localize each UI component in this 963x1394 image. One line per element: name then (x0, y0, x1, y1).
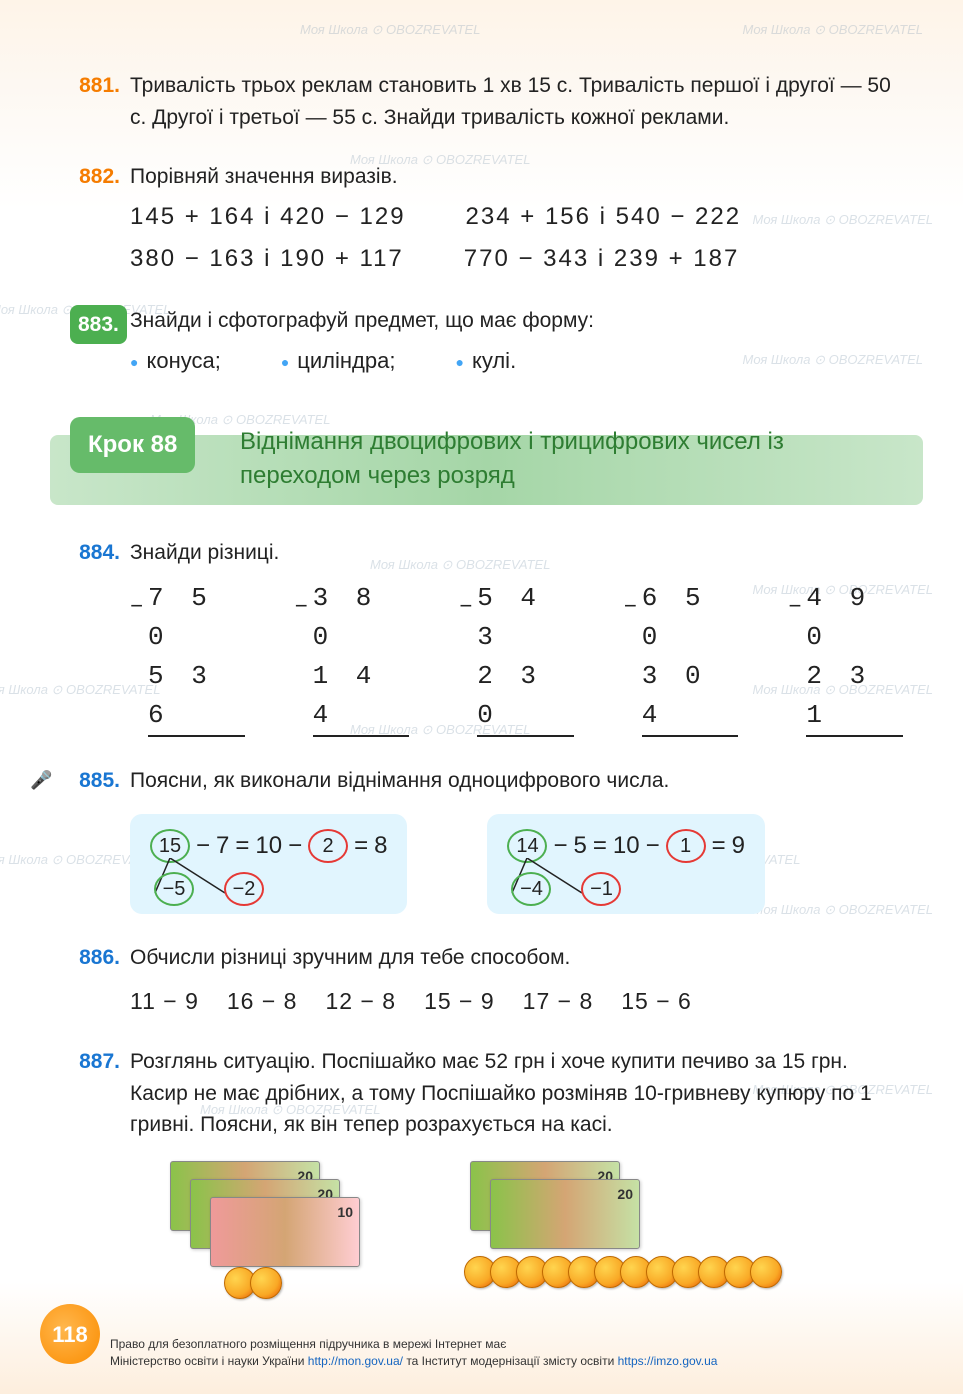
expression: 16 − 8 (227, 984, 298, 1019)
subtrahend: 3 0 4 (642, 657, 739, 737)
exercise-886: 886. Обчисли різниці зручним для тебе сп… (60, 942, 903, 1018)
footer-link-imzo[interactable]: https://imzo.gov.ua (618, 1354, 718, 1368)
footer: Право для безоплатного розміщення підруч… (110, 1336, 923, 1370)
column-subtraction: − 6 5 0 3 0 4 (624, 579, 739, 737)
column-subtraction: − 3 8 0 1 4 4 (295, 579, 410, 737)
exercise-text: Поясни, як виконали віднімання одноцифро… (130, 765, 903, 797)
expression: 17 − 8 (523, 984, 594, 1019)
section-title: Віднімання двоцифрових і трицифрових чис… (240, 425, 883, 492)
column-subtraction: − 7 5 0 5 3 6 (130, 579, 245, 737)
operator: − (288, 828, 302, 864)
subtrahend: 2 3 0 (477, 657, 574, 737)
expression: 234 + 156 і 540 − 222 (466, 199, 742, 235)
watermark: Моя Школа ⊙ OBOZREVATEL (300, 20, 480, 40)
minuend: 4 9 0 (806, 579, 903, 657)
expression: 15 − 9 (424, 984, 495, 1019)
exercise-881: 881. Тривалість трьох реклам становить 1… (60, 70, 903, 133)
exercise-884: 884. Знайди різниці. − 7 5 0 5 3 6 − 3 8… (60, 537, 903, 737)
bill-10: 10 (210, 1197, 360, 1267)
part-circle: −4 (511, 872, 551, 906)
minus-icon: − (788, 591, 807, 624)
subtrahend: 1 4 4 (313, 657, 410, 737)
footer-line2a: Міністерство освіти і науки України (110, 1354, 308, 1368)
bullet-item: циліндра; (281, 344, 396, 377)
bill-20: 20 (490, 1179, 640, 1249)
minus-icon: − (295, 591, 314, 624)
decomposition-diagram: 14 − 5 = 10 − 1 = 9 −4 −1 (487, 814, 764, 914)
operand-circle: 1 (666, 829, 706, 863)
footer-line1: Право для безоплатного розміщення підруч… (110, 1337, 506, 1351)
page-number: 118 (40, 1304, 100, 1364)
exercise-number: 881. (60, 70, 120, 102)
expression: 145 + 164 і 420 − 129 (130, 199, 406, 235)
footer-link-mon[interactable]: http://mon.gov.ua/ (308, 1354, 403, 1368)
exercise-text: Обчисли різниці зручним для тебе способо… (130, 942, 903, 974)
part-circle: −5 (154, 872, 194, 906)
exercise-text: Знайди і сфотографуй предмет, що має фор… (130, 305, 903, 337)
money-before: 20 20 10 (170, 1161, 410, 1291)
krok-badge: Крок 88 (70, 417, 195, 473)
coin-icon (750, 1256, 782, 1288)
exercise-number: 886. (60, 942, 120, 974)
bullet-item: кулі. (455, 344, 516, 377)
column-subtraction: − 5 4 3 2 3 0 (459, 579, 574, 737)
subtrahend: 5 3 6 (148, 657, 245, 737)
operator: = (712, 828, 726, 864)
minus-icon: − (130, 591, 149, 624)
section-banner: Крок 88 Віднімання двоцифрових і трицифр… (40, 417, 903, 507)
minus-icon: − (624, 591, 643, 624)
part-circle: −1 (581, 872, 621, 906)
expression: 15 − 6 (621, 984, 692, 1019)
money-after: 20 20 (470, 1161, 850, 1291)
exercise-885: 🎤 885. Поясни, як виконали віднімання од… (60, 765, 903, 915)
minuend: 3 8 0 (313, 579, 410, 657)
exercise-number: 887. (60, 1046, 120, 1078)
expression: 11 − 9 (130, 984, 199, 1019)
result: 9 (732, 828, 745, 864)
exercise-number: 882. (60, 161, 120, 193)
footer-line2b: та Інститут модернізації змісту освіти (406, 1354, 617, 1368)
expression: 12 − 8 (325, 984, 396, 1019)
coin-icon (250, 1267, 282, 1299)
exercise-text: Тривалість трьох реклам становить 1 хв 1… (130, 70, 903, 133)
exercise-number: 884. (60, 537, 120, 569)
operator: − (646, 828, 660, 864)
minuend: 5 4 3 (477, 579, 574, 657)
bullet-item: конуса; (130, 344, 221, 377)
minus-icon: − (459, 591, 478, 624)
result: 8 (374, 828, 387, 864)
exercise-text: Розглянь ситуацію. Поспішайко має 52 грн… (130, 1046, 903, 1141)
exercise-number: 885. (60, 765, 120, 797)
operator: = (354, 828, 368, 864)
expression: 770 − 343 і 239 + 187 (464, 241, 740, 277)
decomposition-diagram: 15 − 7 = 10 − 2 = 8 −5 −2 (130, 814, 407, 914)
column-subtraction: − 4 9 0 2 3 1 (788, 579, 903, 737)
exercise-number: 883. (70, 305, 127, 345)
exercise-text: Знайди різниці. (130, 537, 903, 569)
exercise-883: 883. Знайди і сфотографуй предмет, що ма… (60, 305, 903, 378)
exercise-882: 882. Порівняй значення виразів. 145 + 16… (60, 161, 903, 277)
part-circle: −2 (224, 872, 264, 906)
microphone-icon: 🎤 (30, 767, 52, 794)
expression: 380 − 163 і 190 + 117 (130, 241, 404, 277)
minuend: 7 5 0 (148, 579, 245, 657)
watermark: Моя Школа ⊙ OBOZREVATEL (743, 20, 923, 40)
operand-circle: 2 (308, 829, 348, 863)
exercise-text: Порівняй значення виразів. (130, 161, 903, 193)
exercise-887: 887. Розглянь ситуацію. Поспішайко має 5… (60, 1046, 903, 1291)
subtrahend: 2 3 1 (806, 657, 903, 737)
minuend: 6 5 0 (642, 579, 739, 657)
